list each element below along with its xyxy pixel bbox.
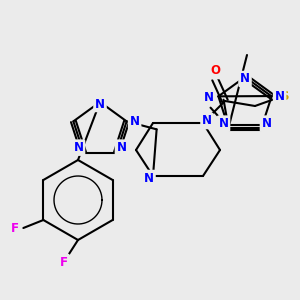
- Text: N: N: [274, 90, 285, 103]
- Text: N: N: [240, 73, 250, 85]
- Text: N: N: [202, 115, 212, 128]
- Text: N: N: [262, 117, 272, 130]
- Text: N: N: [203, 91, 214, 104]
- Text: N: N: [144, 172, 154, 184]
- Text: F: F: [60, 256, 68, 268]
- Text: F: F: [11, 221, 20, 235]
- Text: N: N: [130, 115, 140, 128]
- Text: N: N: [74, 141, 83, 154]
- Text: O: O: [210, 64, 220, 77]
- Text: N: N: [218, 117, 229, 130]
- Text: N: N: [95, 98, 105, 110]
- Text: S: S: [280, 89, 290, 103]
- Text: N: N: [116, 141, 127, 154]
